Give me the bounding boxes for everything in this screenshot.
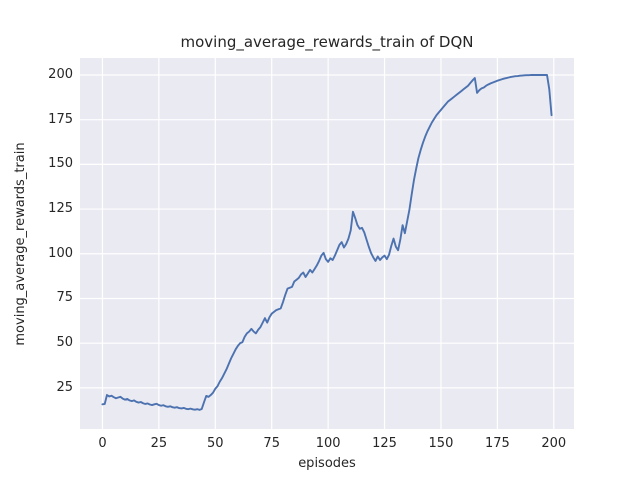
- x-axis-label: episodes: [298, 456, 356, 471]
- x-tick-label: 100: [315, 436, 341, 451]
- y-tick-label: 75: [56, 290, 73, 306]
- y-tick-label: 125: [48, 201, 73, 217]
- plot-area: [80, 58, 574, 429]
- y-tick-label: 25: [56, 379, 73, 395]
- y-tick-label: 175: [48, 111, 73, 127]
- x-tick-label: 0: [98, 436, 107, 451]
- x-tick-label: 175: [484, 436, 510, 451]
- chart-title: moving_average_rewards_train of DQN: [180, 33, 474, 51]
- x-tick-label: 150: [428, 436, 454, 451]
- y-tick-label: 100: [48, 245, 73, 261]
- y-tick-label: 200: [48, 66, 73, 82]
- x-tick-label: 25: [150, 436, 168, 451]
- reward-line: [101, 74, 553, 411]
- x-tick-label: 75: [263, 436, 280, 451]
- x-tick-label: 200: [541, 436, 567, 451]
- y-tick-label: 50: [56, 335, 73, 351]
- y-tick-label: 150: [48, 156, 73, 172]
- chart-canvas: [80, 58, 574, 429]
- x-tick-label: 125: [372, 436, 397, 451]
- x-tick-label: 50: [207, 436, 224, 451]
